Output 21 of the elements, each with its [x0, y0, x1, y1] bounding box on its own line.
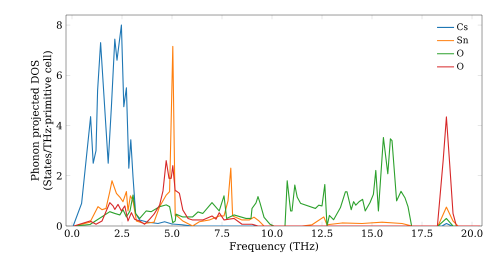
y-tick-label: 8: [56, 21, 62, 29]
y-axis-title: Phonon projected DOS (States/THz·primitive cell): [30, 51, 54, 190]
x-tick-label: 15.0: [362, 230, 382, 238]
y-tick-label: 2: [56, 172, 62, 180]
legend-label: Sn: [457, 36, 468, 44]
legend-label: O: [457, 50, 464, 56]
legend-label: O: [457, 62, 464, 70]
y-tick-label: 4: [56, 122, 62, 130]
x-tick-label: 10.0: [262, 230, 282, 238]
x-tick-label: 2.5: [114, 230, 130, 238]
y-tick-label: 6: [56, 72, 62, 80]
x-tick-label: 7.5: [214, 230, 230, 237]
line-series: [73, 116, 481, 226]
x-tick-label: 5.0: [164, 230, 180, 238]
x-axis-title: Frequency (THz): [230, 242, 318, 252]
x-tick-label: 20.0: [462, 230, 482, 238]
x-tick-label: 17.5: [412, 230, 432, 238]
x-tick-label: 12.5: [312, 230, 332, 238]
x-tick-label: 0.0: [64, 230, 80, 238]
legend-label: Cs: [457, 23, 468, 30]
y-tick-label: 0: [56, 222, 62, 230]
